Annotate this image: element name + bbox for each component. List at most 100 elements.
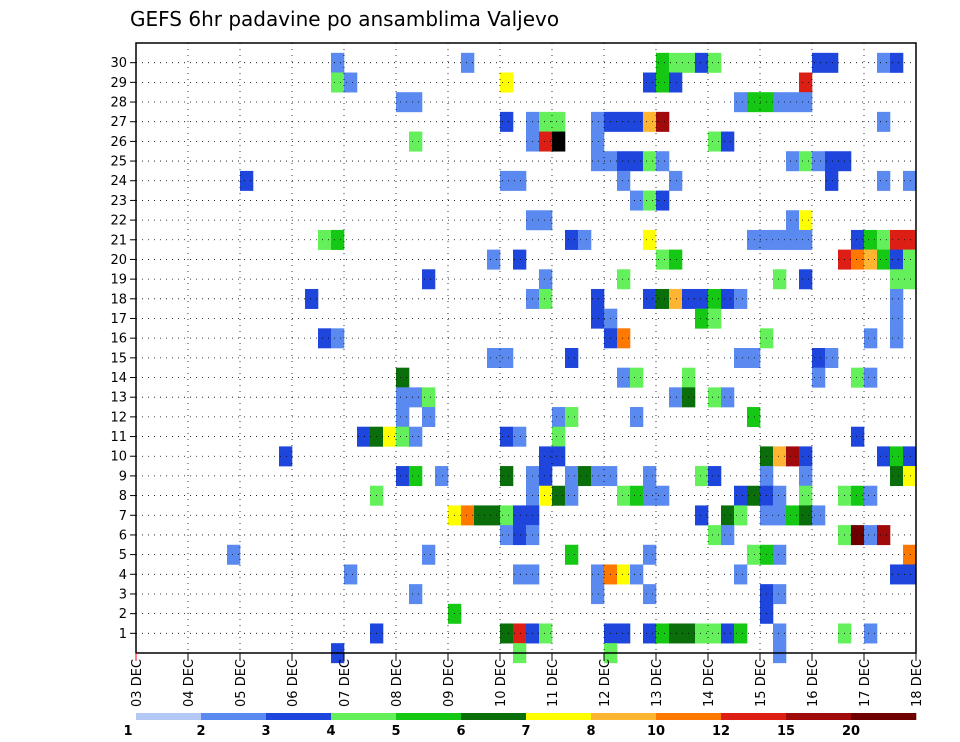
legend-label: 15	[777, 724, 795, 739]
heatmap-cell	[825, 52, 839, 73]
heatmap-cell	[565, 544, 579, 565]
y-tick-label: 29	[110, 76, 127, 91]
heatmap-cell	[864, 328, 878, 349]
y-tick-label: 10	[110, 450, 127, 465]
legend-swatch	[656, 713, 722, 720]
x-tick-label: 06 DEC	[286, 659, 301, 707]
heatmap-cell	[799, 151, 813, 172]
x-tick-label: 16 DEC	[806, 659, 821, 707]
heatmap-cell	[851, 426, 865, 447]
heatmap-cell	[890, 52, 904, 73]
heatmap-cell	[617, 564, 631, 585]
heatmap-cell	[630, 367, 644, 388]
heatmap-cell	[617, 170, 631, 191]
heatmap-cell	[500, 505, 514, 526]
heatmap-cell	[864, 229, 878, 250]
heatmap-cell	[734, 485, 748, 506]
legend-label: 10	[647, 724, 665, 739]
heatmap-cell	[669, 249, 683, 270]
heatmap-cell	[630, 151, 644, 172]
y-tick-label: 21	[110, 233, 127, 248]
heatmap-cell	[773, 229, 787, 250]
y-tick-label: 22	[110, 214, 127, 229]
heatmap-cell	[409, 131, 423, 152]
heatmap-cell	[890, 328, 904, 349]
heatmap-cell	[643, 485, 657, 506]
heatmap-cell	[409, 584, 423, 605]
legend-label: 20	[842, 724, 860, 739]
heatmap-cell	[500, 348, 514, 368]
heatmap-cell	[773, 269, 787, 290]
heatmap-cell	[396, 426, 410, 447]
heatmap-cell	[799, 92, 813, 113]
heatmap-cell	[747, 229, 761, 250]
y-tick-label: 17	[110, 312, 127, 327]
heatmap-cell	[669, 170, 683, 191]
heatmap-cell	[539, 485, 553, 506]
heatmap-cell	[708, 308, 722, 329]
heatmap-cell	[656, 151, 670, 172]
heatmap-cell	[734, 564, 748, 585]
heatmap-cell	[643, 544, 657, 565]
x-axis: 03 DEC 04 DEC 05 DEC 06 DEC 07 DEC 08 DEC 09 D…	[130, 653, 925, 707]
heatmap-cell	[617, 111, 631, 132]
y-axis: 1234567891011121314151617181920212223242…	[110, 56, 136, 642]
heatmap-cell	[396, 407, 410, 428]
heatmap-cell	[513, 170, 527, 191]
heatmap-cell	[318, 328, 332, 349]
x-tick-label: 13 DEC	[650, 659, 665, 707]
heatmap-cell	[630, 190, 644, 211]
legend-swatch	[526, 713, 592, 720]
heatmap-cell	[890, 288, 904, 309]
heatmap-cell	[422, 407, 436, 428]
y-tick-label: 1	[119, 627, 127, 642]
heatmap-cell	[656, 485, 670, 506]
heatmap-cell	[721, 623, 735, 644]
heatmap-cell	[786, 210, 800, 231]
y-tick-label: 28	[110, 96, 127, 111]
heatmap-cell	[903, 446, 917, 467]
y-tick-label: 6	[119, 528, 127, 543]
y-tick-label: 16	[110, 332, 127, 347]
heatmap-cell	[877, 249, 891, 270]
heatmap-cell	[357, 426, 371, 447]
heatmap-cell	[487, 348, 501, 368]
heatmap-cell	[331, 72, 345, 93]
legend-label: 12	[712, 724, 730, 739]
heatmap-cell	[513, 623, 527, 644]
legend-label: 3	[261, 724, 270, 739]
x-tick-label: 03 DEC	[130, 659, 145, 707]
heatmap-cell	[773, 623, 787, 644]
heatmap-cell	[552, 111, 566, 132]
y-tick-label: 2	[119, 607, 127, 622]
heatmap-cell	[799, 466, 813, 487]
heatmap-cell	[773, 505, 787, 526]
heatmap-cell	[708, 466, 722, 487]
heatmap-cell	[877, 170, 891, 191]
heatmap-cell	[344, 564, 358, 585]
heatmap-cell	[630, 111, 644, 132]
heatmap-cell	[591, 308, 605, 329]
heatmap-cell	[643, 190, 657, 211]
heatmap-cell	[500, 170, 514, 191]
heatmap-cell	[552, 131, 566, 152]
heatmap-cell	[643, 466, 657, 487]
heatmap-cell	[500, 426, 514, 447]
y-tick-label: 27	[110, 115, 127, 130]
heatmap-cells	[227, 52, 917, 664]
legend-label: 7	[521, 724, 530, 739]
heatmap-cell	[591, 288, 605, 309]
heatmap-cell	[799, 229, 813, 250]
heatmap-cell	[422, 387, 436, 408]
heatmap-cell	[721, 525, 735, 546]
heatmap-cell	[305, 288, 319, 309]
y-tick-label: 23	[110, 194, 127, 209]
x-tick-label: 05 DEC	[234, 659, 249, 707]
heatmap-cell	[643, 623, 657, 644]
heatmap-cell	[656, 623, 670, 644]
heatmap-cell	[656, 52, 670, 73]
heatmap-cell	[539, 466, 553, 487]
heatmap-cell	[903, 466, 917, 487]
y-tick-label: 25	[110, 155, 127, 170]
legend-swatch	[331, 713, 397, 720]
